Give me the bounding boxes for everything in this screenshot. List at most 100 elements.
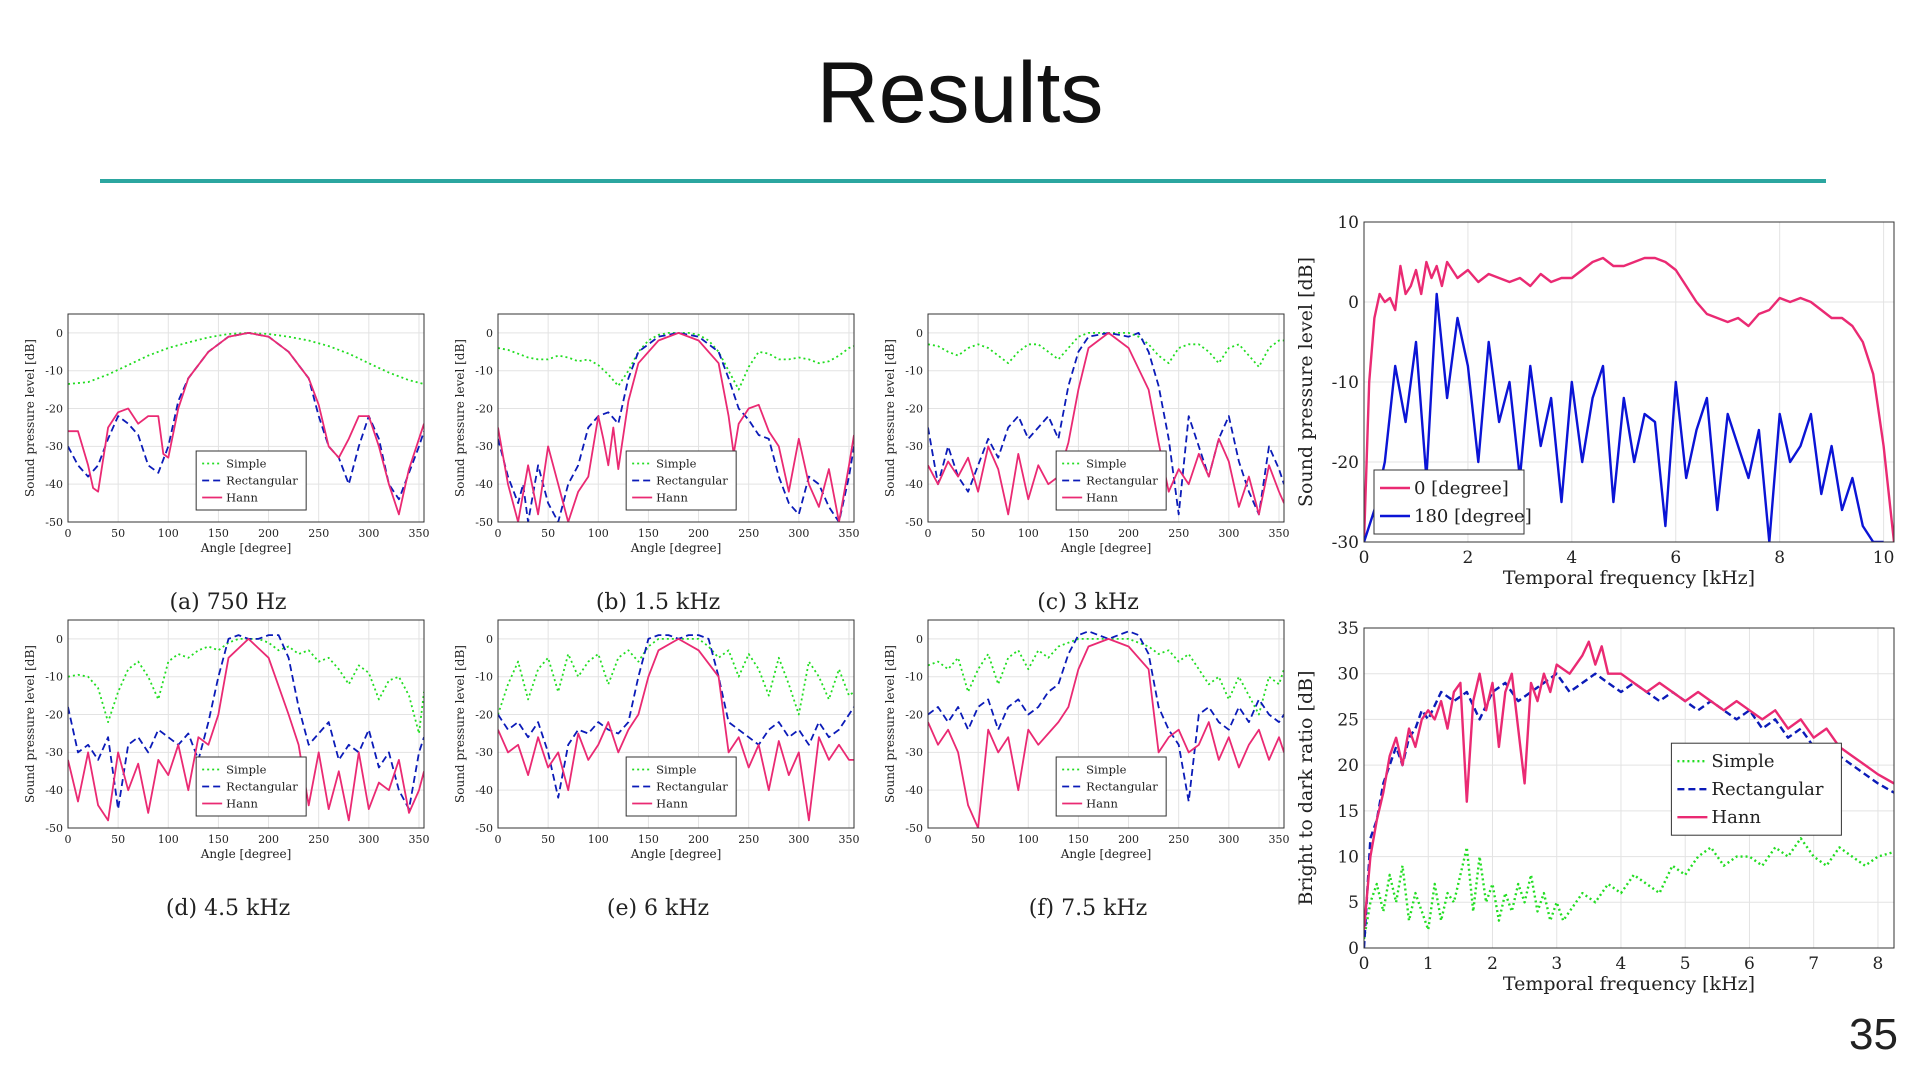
- chart-b: 0 50 100 150 200 250 300 350 0 -10 -20 -30 -40 -50 Ang…: [452, 306, 864, 615]
- chart-caption: (c) 3 kHz: [1037, 590, 1139, 615]
- x-tick-label: 300: [1218, 833, 1239, 846]
- x-tick-label: 250: [308, 527, 329, 540]
- x-tick-label: 4: [1566, 548, 1577, 568]
- y-tick-label: -50: [905, 822, 923, 835]
- chart-caption: (e) 6 kHz: [606, 896, 710, 921]
- y-axis-label: Sound pressure level [dB]: [883, 339, 897, 497]
- x-tick-label: 200: [1118, 527, 1139, 540]
- x-tick-label: 8: [1873, 954, 1884, 974]
- y-tick-label: -40: [45, 784, 63, 797]
- x-tick-label: 200: [258, 527, 279, 540]
- axes-frame: [1363, 627, 1895, 949]
- y-tick-label: -50: [475, 822, 493, 835]
- x-tick-label: 150: [638, 833, 659, 846]
- y-tick-label: 5: [1348, 893, 1359, 913]
- legend-label: Simple: [1711, 751, 1774, 772]
- x-tick-label: 350: [838, 527, 859, 540]
- x-tick-label: 250: [738, 527, 759, 540]
- x-tick-label: 100: [588, 527, 609, 540]
- axes-frame: [1363, 221, 1895, 543]
- x-tick-label: 200: [1118, 833, 1139, 846]
- legend-label: Simple: [656, 457, 697, 471]
- y-tick-label: 15: [1337, 802, 1359, 822]
- legend-label: Rectangular: [226, 474, 298, 488]
- y-axis-label: Sound pressure level [dB]: [23, 645, 37, 803]
- x-tick-label: 1: [1423, 954, 1434, 974]
- x-tick-label: 0: [1359, 548, 1370, 568]
- x-tick-label: 10: [1873, 548, 1895, 568]
- y-tick-label: -10: [1332, 373, 1359, 393]
- y-axis-label: Sound pressure level [dB]: [23, 339, 37, 497]
- x-tick-label: 50: [111, 833, 125, 846]
- chart-caption: (b) 1.5 kHz: [595, 590, 721, 615]
- x-tick-label: 250: [738, 833, 759, 846]
- chart-svg-b: 0 50 100 150 200 250 300 350 0 -10 -20 -30 -40 -50 Ang…: [453, 313, 859, 555]
- x-axis-label: Angle [degree]: [630, 847, 722, 861]
- y-tick-label: -30: [45, 746, 63, 759]
- axes-frame: [927, 313, 1285, 523]
- y-tick-label: -40: [475, 478, 493, 491]
- x-tick-label: 100: [1018, 833, 1039, 846]
- x-tick-label: 350: [408, 527, 429, 540]
- x-tick-label: 0: [1359, 954, 1370, 974]
- x-axis-label: Angle [degree]: [1060, 847, 1152, 861]
- x-tick-label: 300: [788, 833, 809, 846]
- x-tick-label: 0: [925, 527, 932, 540]
- legend-label: Rectangular: [656, 474, 728, 488]
- legend-label: Simple: [1086, 763, 1127, 777]
- x-tick-label: 50: [541, 833, 555, 846]
- y-tick-label: -10: [905, 671, 923, 684]
- y-tick-label: 25: [1337, 710, 1359, 730]
- x-tick-label: 350: [838, 833, 859, 846]
- x-tick-label: 100: [1018, 527, 1039, 540]
- legend-label: Hann: [1086, 491, 1118, 505]
- y-tick-label: 20: [1337, 756, 1359, 776]
- chart-svg-g: 0 2 4 6 8 10 10 0 -10 -20 -30 Temporal frequency [k…: [1295, 213, 1895, 589]
- y-tick-label: -30: [45, 440, 63, 453]
- legend-label: Hann: [226, 797, 258, 811]
- legend-label: Simple: [656, 763, 697, 777]
- x-tick-label: 300: [788, 527, 809, 540]
- x-tick-label: 350: [408, 833, 429, 846]
- y-tick-label: -20: [45, 402, 63, 415]
- y-tick-label: -40: [45, 478, 63, 491]
- y-tick-label: 0: [916, 633, 923, 646]
- x-tick-label: 300: [358, 527, 379, 540]
- axes-frame: [67, 313, 425, 523]
- x-tick-label: 0: [65, 833, 72, 846]
- x-tick-label: 100: [588, 833, 609, 846]
- y-tick-label: -40: [905, 784, 923, 797]
- x-axis-label: Temporal frequency [kHz]: [1503, 567, 1755, 589]
- axes-frame: [67, 619, 425, 829]
- x-tick-label: 150: [638, 527, 659, 540]
- y-tick-label: 0: [916, 327, 923, 340]
- legend-label: 0 [degree]: [1414, 478, 1509, 499]
- x-tick-label: 300: [1218, 527, 1239, 540]
- x-tick-label: 0: [495, 527, 502, 540]
- y-tick-label: -10: [475, 365, 493, 378]
- series-line-hann: [928, 331, 1284, 516]
- legend-label: 180 [degree]: [1414, 506, 1532, 527]
- x-tick-label: 300: [358, 833, 379, 846]
- chart-svg-d: 0 50 100 150 200 250 300 350 0 -10 -20 -30 -40 -50 Ang…: [23, 619, 429, 861]
- legend-label: Simple: [226, 457, 267, 471]
- slide-title: Results: [816, 45, 1104, 141]
- chart-h: 0 1 2 3 4 5 6 7 8 35 30 25 20 15 10 5 0 Temporal frequenc…: [1292, 614, 1912, 1004]
- chart-svg-f: 0 50 100 150 200 250 300 350 0 -10 -20 -30 -40 -50 Ang…: [883, 619, 1289, 861]
- series-line-rectangular: [928, 630, 1284, 803]
- chart-svg-e: 0 50 100 150 200 250 300 350 0 -10 -20 -30 -40 -50 Ang…: [453, 619, 859, 861]
- series-line-hann: [498, 331, 854, 522]
- page-number: 35: [1849, 1010, 1898, 1059]
- x-axis-label: Temporal frequency [kHz]: [1503, 973, 1755, 995]
- x-tick-label: 350: [1268, 527, 1289, 540]
- legend-label: Simple: [1086, 457, 1127, 471]
- title-divider: [100, 179, 1826, 183]
- y-tick-label: 0: [1348, 939, 1359, 959]
- legend-label: Rectangular: [1086, 474, 1158, 488]
- legend-label: Hann: [226, 491, 258, 505]
- x-tick-label: 50: [541, 527, 555, 540]
- series-line-180-degree-: [1364, 292, 1884, 542]
- legend-label: Rectangular: [656, 780, 728, 794]
- legend-label: Hann: [656, 491, 688, 505]
- y-tick-label: -40: [905, 478, 923, 491]
